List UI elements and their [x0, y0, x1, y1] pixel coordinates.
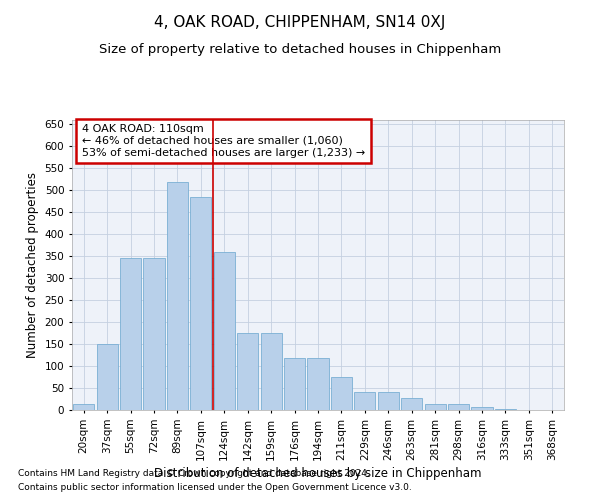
Bar — [448, 404, 469, 410]
Text: 4, OAK ROAD, CHIPPENHAM, SN14 0XJ: 4, OAK ROAD, CHIPPENHAM, SN14 0XJ — [154, 15, 446, 30]
Text: Contains HM Land Registry data © Crown copyright and database right 2024.: Contains HM Land Registry data © Crown c… — [18, 468, 370, 477]
Bar — [214, 252, 235, 410]
Bar — [378, 392, 399, 410]
Bar — [190, 198, 211, 410]
Bar — [260, 333, 281, 410]
Bar — [472, 407, 493, 410]
Bar — [331, 377, 352, 410]
Bar — [425, 404, 446, 410]
X-axis label: Distribution of detached houses by size in Chippenham: Distribution of detached houses by size … — [154, 466, 482, 479]
Bar — [97, 344, 118, 410]
Bar — [237, 333, 258, 410]
Text: 4 OAK ROAD: 110sqm
← 46% of detached houses are smaller (1,060)
53% of semi-deta: 4 OAK ROAD: 110sqm ← 46% of detached hou… — [82, 124, 365, 158]
Bar — [120, 258, 141, 410]
Bar — [73, 404, 94, 410]
Text: Contains public sector information licensed under the Open Government Licence v3: Contains public sector information licen… — [18, 484, 412, 492]
Bar — [167, 182, 188, 410]
Bar — [495, 409, 516, 410]
Y-axis label: Number of detached properties: Number of detached properties — [26, 172, 39, 358]
Bar — [355, 392, 376, 410]
Bar — [307, 358, 329, 410]
Text: Size of property relative to detached houses in Chippenham: Size of property relative to detached ho… — [99, 42, 501, 56]
Bar — [284, 358, 305, 410]
Bar — [143, 258, 164, 410]
Bar — [401, 398, 422, 410]
